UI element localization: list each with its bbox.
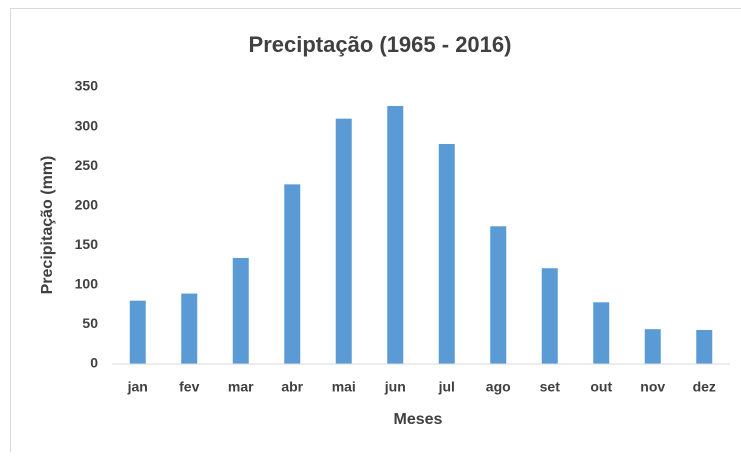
y-tick-label: 150 [75, 236, 99, 252]
y-tick-label: 0 [90, 355, 98, 371]
x-tick-label: jan [127, 379, 148, 395]
x-axis-label: Meses [394, 411, 443, 428]
x-tick-label: mar [228, 379, 254, 395]
bar [542, 268, 558, 364]
y-axis-label: Precipitação (mm) [39, 156, 56, 295]
x-tick-label: set [540, 379, 561, 395]
y-tick-label: 50 [82, 315, 98, 331]
x-tick-label: out [590, 379, 612, 395]
bar [593, 302, 609, 364]
x-tick-label: ago [486, 379, 511, 395]
x-tick-label: jul [438, 379, 455, 395]
x-tick-label: mai [332, 379, 356, 395]
x-tick-label: abr [281, 379, 303, 395]
bar [181, 294, 197, 364]
x-tick-label: nov [640, 379, 665, 395]
y-tick-label: 250 [75, 157, 99, 173]
x-tick-label: dez [693, 379, 716, 395]
chart-frame [11, 9, 741, 453]
x-tick-label: jun [384, 379, 406, 395]
y-tick-label: 100 [75, 276, 99, 292]
bar [233, 258, 249, 364]
bar [439, 144, 455, 364]
bar [490, 226, 506, 364]
bar [645, 329, 661, 364]
bar [284, 184, 300, 364]
y-tick-label: 350 [75, 78, 99, 94]
x-tick-label: fev [179, 379, 199, 395]
y-tick-label: 200 [75, 196, 99, 212]
y-tick-label: 300 [75, 117, 99, 133]
chart-title: Preciptação (1965 - 2016) [249, 32, 512, 57]
bar [387, 106, 403, 364]
bar [696, 330, 712, 364]
bar [130, 301, 146, 364]
bar [336, 119, 352, 364]
